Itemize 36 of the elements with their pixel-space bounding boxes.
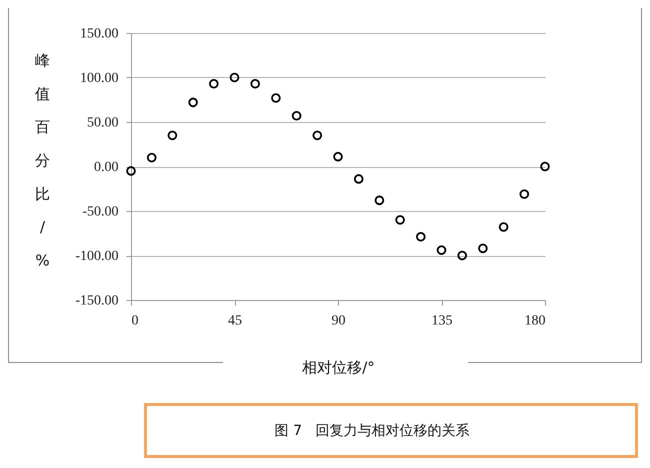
x-tick-label: 0	[132, 314, 138, 328]
point	[209, 78, 219, 88]
y-tick-label: -100.00	[75, 249, 118, 264]
y-tick-label: -50.00	[82, 204, 118, 220]
point	[312, 130, 322, 140]
point	[168, 130, 178, 140]
point	[126, 166, 136, 176]
point	[457, 250, 467, 260]
point	[416, 232, 426, 242]
y-tick-label: -150.00	[75, 294, 118, 308]
y-tick-label: 0.00	[94, 160, 118, 175]
y-tick-label: 100.00	[80, 71, 118, 86]
y-tick-label: 50.00	[87, 116, 118, 130]
point	[333, 152, 343, 162]
y-axis-title: 峰值百分比/%	[35, 52, 50, 270]
point	[230, 72, 240, 82]
x-tick-label: 90	[332, 314, 346, 328]
x-axis-title: 相对位移/°	[302, 358, 375, 376]
x-tick-label: 180	[524, 314, 546, 328]
point	[436, 245, 446, 255]
point	[354, 174, 364, 184]
caption: 图 7 回复力与相对位移的关系	[274, 422, 470, 440]
point	[188, 98, 198, 108]
x-tick-label: 135	[432, 314, 452, 328]
x-tick-label: 45	[228, 314, 242, 328]
point	[478, 244, 488, 254]
point	[374, 196, 384, 206]
point	[395, 215, 405, 225]
point	[540, 162, 550, 172]
point	[146, 152, 156, 162]
point	[271, 93, 281, 103]
point	[520, 189, 530, 199]
y-tick-label: 150.00	[80, 26, 118, 42]
point	[250, 78, 260, 88]
point	[292, 111, 302, 121]
point	[498, 222, 508, 232]
